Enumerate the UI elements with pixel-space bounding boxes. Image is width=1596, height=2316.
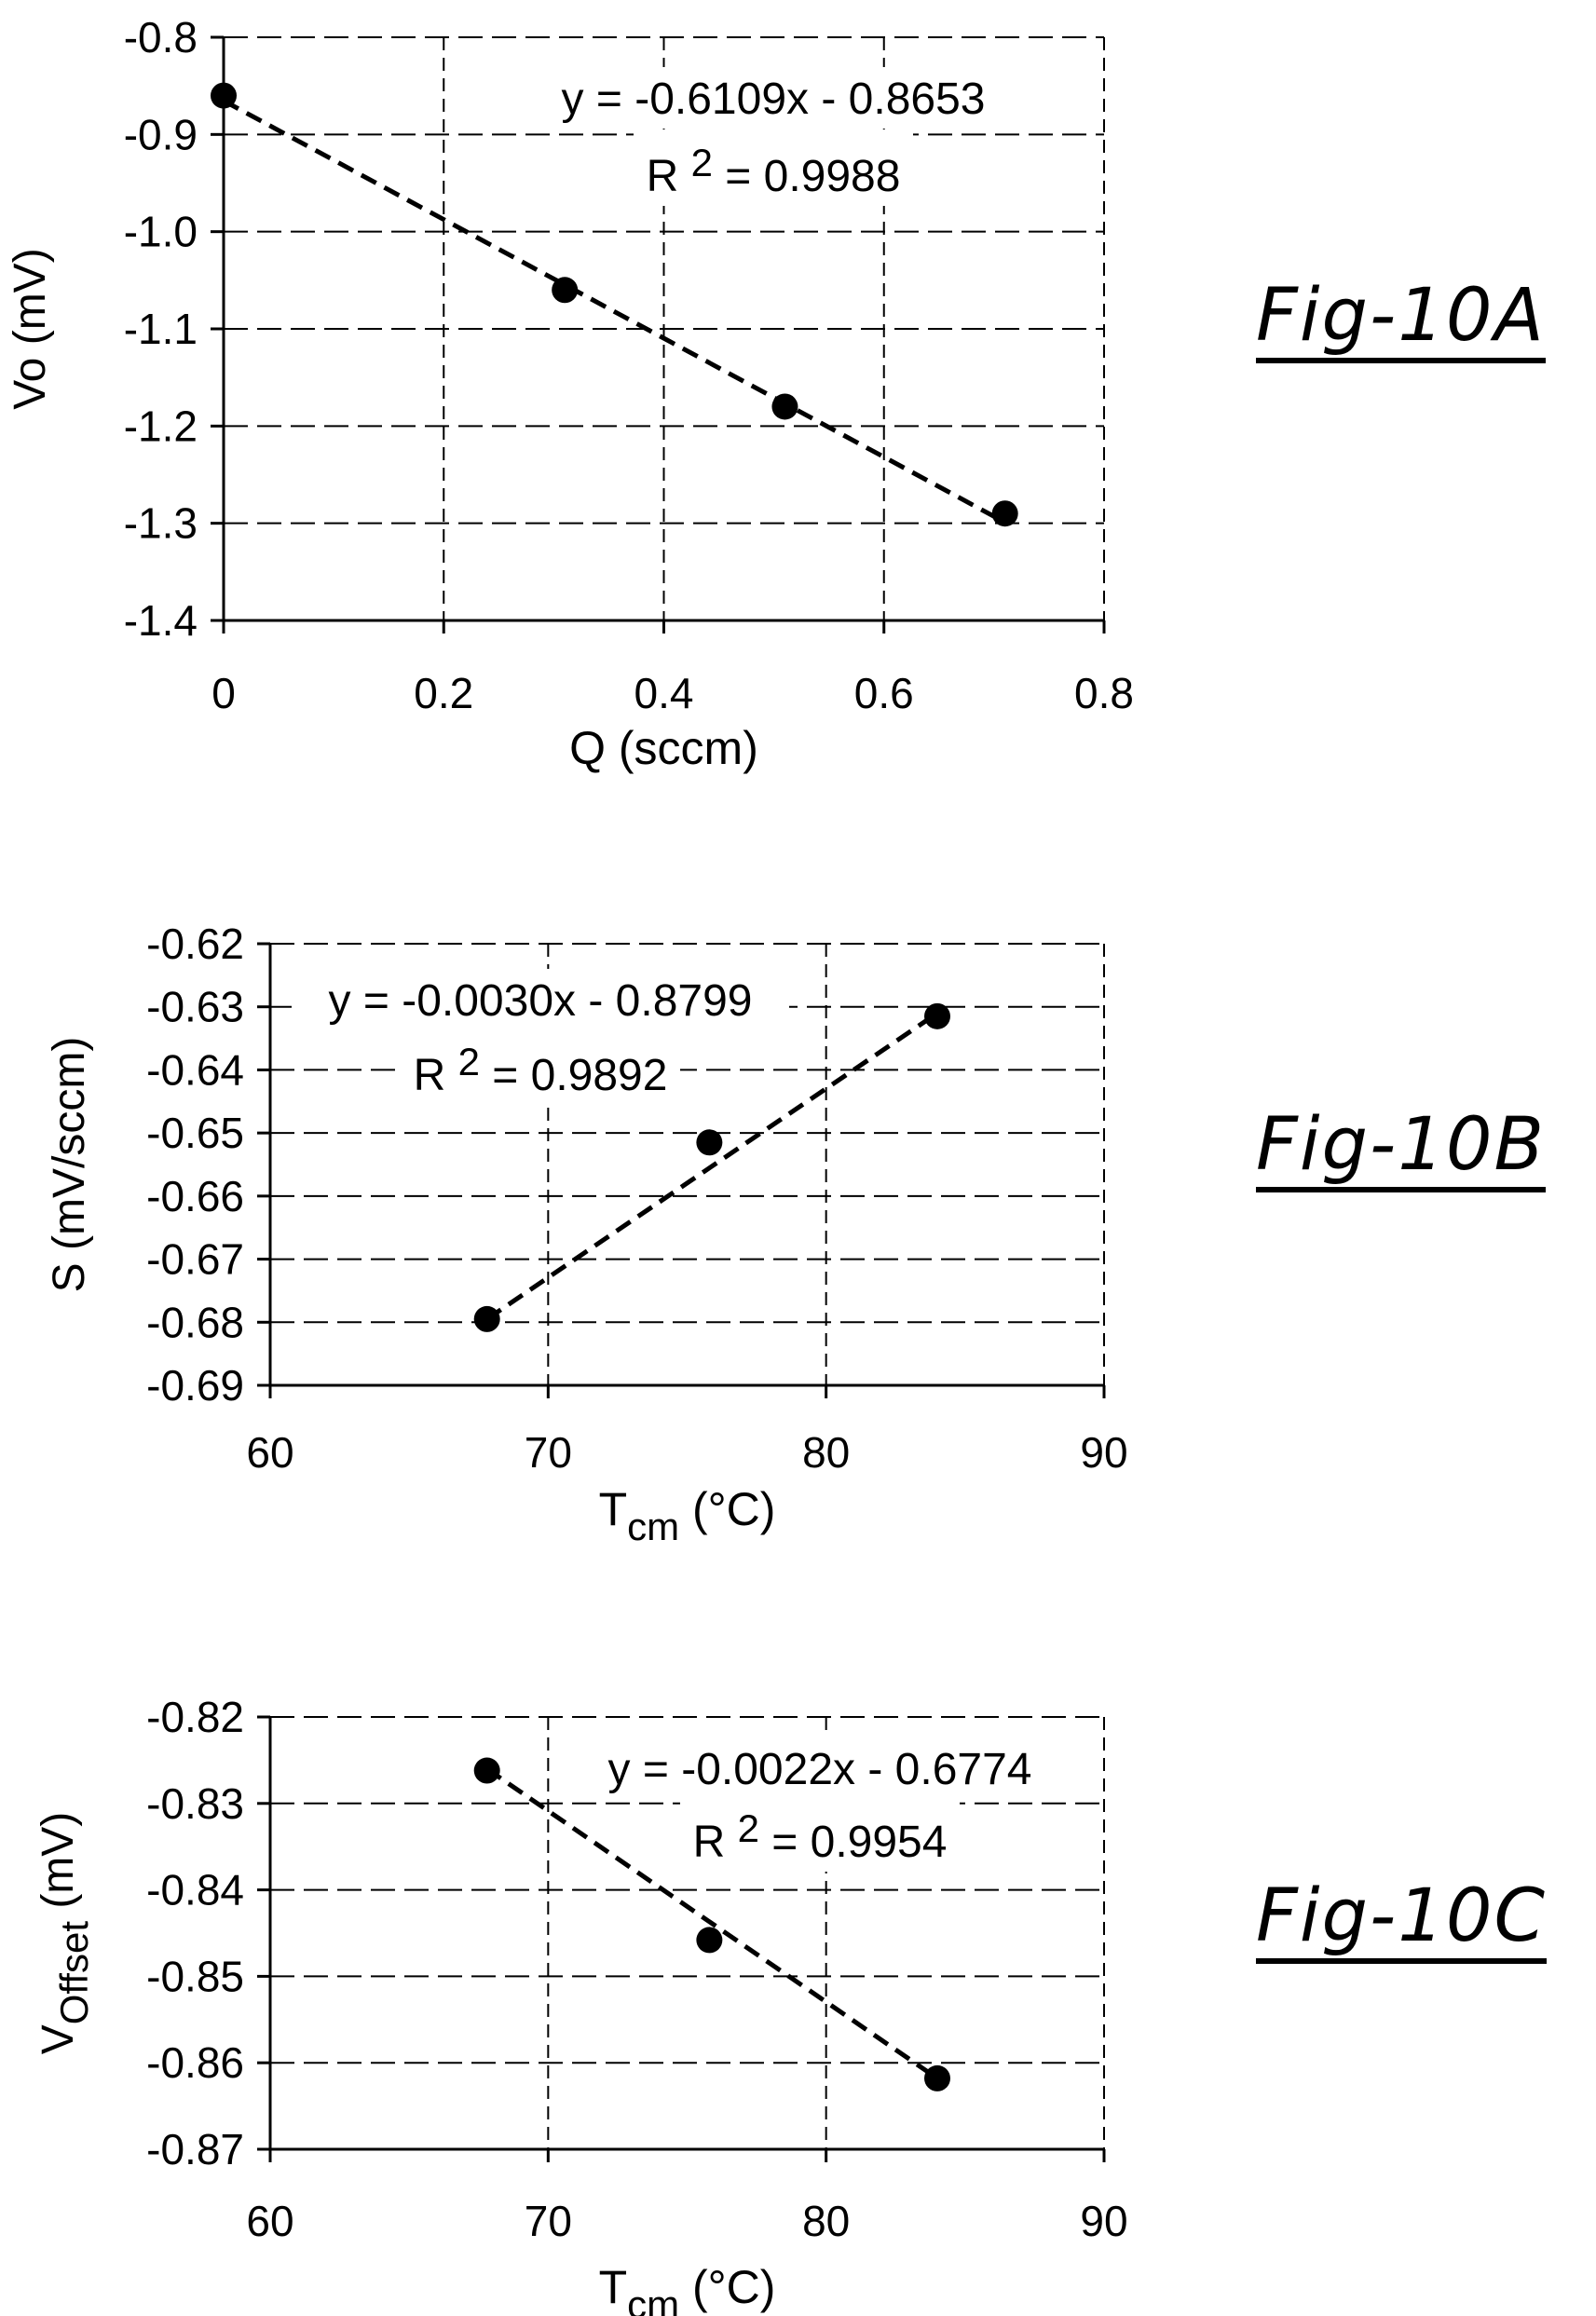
trendline-equation: y = -0.0022x - 0.6774 xyxy=(608,1745,1032,1794)
x-tick-label: 70 xyxy=(525,2197,572,2245)
y-axis-label: S (mV/sccm) xyxy=(45,1037,94,1293)
y-axis-label: Vo (mV) xyxy=(6,248,55,409)
equation-bg xyxy=(571,1737,1069,1799)
r-squared-superscript: 2 xyxy=(458,1040,480,1083)
x-axis-label: Tcm (°C) xyxy=(599,2261,776,2316)
x-axis-label-main: Q (sccm) xyxy=(569,722,758,774)
data-point xyxy=(696,1129,723,1156)
x-tick-label: 0.2 xyxy=(414,669,473,717)
x-axis-label-subscript: cm xyxy=(627,1505,679,1548)
x-axis-label: Q (sccm) xyxy=(569,722,758,774)
trendline xyxy=(222,98,1006,525)
data-point xyxy=(924,1002,950,1029)
chart-fig-10a: -0.8 -0.9 -1.0 -1.1 -1.2 -1.3 -1.4 0 0.2 0.4 0.6 0.… xyxy=(6,13,1134,774)
y-tick-label: -1.1 xyxy=(124,305,198,353)
y-tick-label: -0.82 xyxy=(146,1693,244,1741)
x-tick-label: 80 xyxy=(802,2197,850,2245)
y-tick-label: -0.62 xyxy=(146,920,244,968)
y-tick-label: -0.9 xyxy=(124,110,198,158)
data-point xyxy=(924,2064,950,2091)
r-squared-prefix: R xyxy=(647,152,691,201)
r2-bg xyxy=(634,129,913,206)
r-squared: R 2 = 0.9892 xyxy=(414,1040,668,1100)
y-tick-label: -0.63 xyxy=(146,983,244,1031)
y-tick-label: -1.4 xyxy=(124,596,198,645)
r-squared-superscript: 2 xyxy=(691,141,713,184)
x-axis-label-subscript: cm xyxy=(627,2282,679,2316)
r-squared: R 2 = 0.9954 xyxy=(693,1806,948,1867)
y-axis-label-suffix: (mV) xyxy=(34,1812,83,1921)
y-tick-label: -0.83 xyxy=(146,1779,244,1828)
x-tick-label: 0 xyxy=(211,669,236,717)
y-tick-label: -0.87 xyxy=(146,2125,244,2173)
y-tick-label: -0.65 xyxy=(146,1109,244,1157)
r-squared-superscript: 2 xyxy=(738,1806,759,1850)
y-tick-label: -0.86 xyxy=(146,2038,244,2087)
figure-label-10c: Fig-10C xyxy=(1256,1880,1547,1964)
x-axis-label-main: T xyxy=(599,1483,628,1535)
data-point xyxy=(771,393,798,420)
equation-bg xyxy=(525,67,1022,129)
r2-bg xyxy=(401,1029,680,1105)
data-point xyxy=(991,500,1018,527)
y-tick-label: -0.69 xyxy=(146,1361,244,1410)
figure-label-10b: Fig-10B xyxy=(1256,1109,1546,1192)
x-tick-label: 90 xyxy=(1080,2197,1127,2245)
equation-bg xyxy=(292,969,789,1030)
data-point xyxy=(211,82,237,109)
r2-bg xyxy=(680,1795,960,1872)
r-squared-prefix: R xyxy=(414,1051,458,1100)
trendline-equation: y = -0.0030x - 0.8799 xyxy=(329,976,753,1026)
x-tick-label: 60 xyxy=(246,2197,293,2245)
data-point xyxy=(552,277,579,304)
r-squared-prefix: R xyxy=(693,1818,738,1867)
y-tick-label: -0.85 xyxy=(146,1952,244,2000)
data-point xyxy=(473,1305,500,1332)
x-axis-label-suffix: (°C) xyxy=(679,2261,775,2313)
x-tick-label: 70 xyxy=(525,1428,572,1477)
trendline xyxy=(485,1011,939,1321)
y-tick-label: -0.67 xyxy=(146,1235,244,1284)
y-tick-label: -0.64 xyxy=(146,1045,244,1094)
y-tick-label: -0.68 xyxy=(146,1298,244,1346)
r-squared-value: = 0.9988 xyxy=(713,152,901,201)
y-tick-label: -1.2 xyxy=(124,402,198,450)
x-axis-label-suffix: (°C) xyxy=(679,1483,775,1535)
y-tick-label: -0.8 xyxy=(124,13,198,61)
x-tick-label: 0.8 xyxy=(1074,669,1134,717)
data-point xyxy=(473,1757,500,1784)
y-axis-label-main: V xyxy=(34,2024,83,2054)
x-axis-label-main: T xyxy=(599,2261,628,2313)
figure-label-10a: Fig-10A xyxy=(1256,279,1546,363)
y-axis-label: VOffset (mV) xyxy=(34,1812,96,2055)
trendline-equation: y = -0.6109x - 0.8653 xyxy=(562,75,986,124)
x-tick-label: 60 xyxy=(246,1428,293,1477)
r-squared-value: = 0.9892 xyxy=(480,1051,668,1100)
r-squared-value: = 0.9954 xyxy=(759,1818,948,1867)
y-axis-label-main: Vo (mV) xyxy=(6,248,55,409)
r-squared: R 2 = 0.9988 xyxy=(647,141,901,201)
x-tick-label: 0.6 xyxy=(854,669,914,717)
data-point xyxy=(696,1927,723,1954)
trendline xyxy=(485,1766,939,2080)
y-tick-label: -1.3 xyxy=(124,499,198,548)
y-axis-label-subscript: Offset xyxy=(52,1921,96,2025)
x-tick-label: 80 xyxy=(802,1428,850,1477)
y-tick-label: -0.66 xyxy=(146,1172,244,1220)
chart-fig-10b: -0.62 -0.63 -0.64 -0.65 -0.66 -0.67 -0.68 -0.69… xyxy=(45,920,1128,1548)
y-axis-label-main: S (mV/sccm) xyxy=(45,1037,94,1293)
x-tick-label: 90 xyxy=(1080,1428,1127,1477)
y-tick-label: -1.0 xyxy=(124,208,198,256)
y-tick-label: -0.84 xyxy=(146,1866,244,1914)
x-tick-label: 0.4 xyxy=(634,669,694,717)
x-axis-label: Tcm (°C) xyxy=(599,1483,776,1548)
